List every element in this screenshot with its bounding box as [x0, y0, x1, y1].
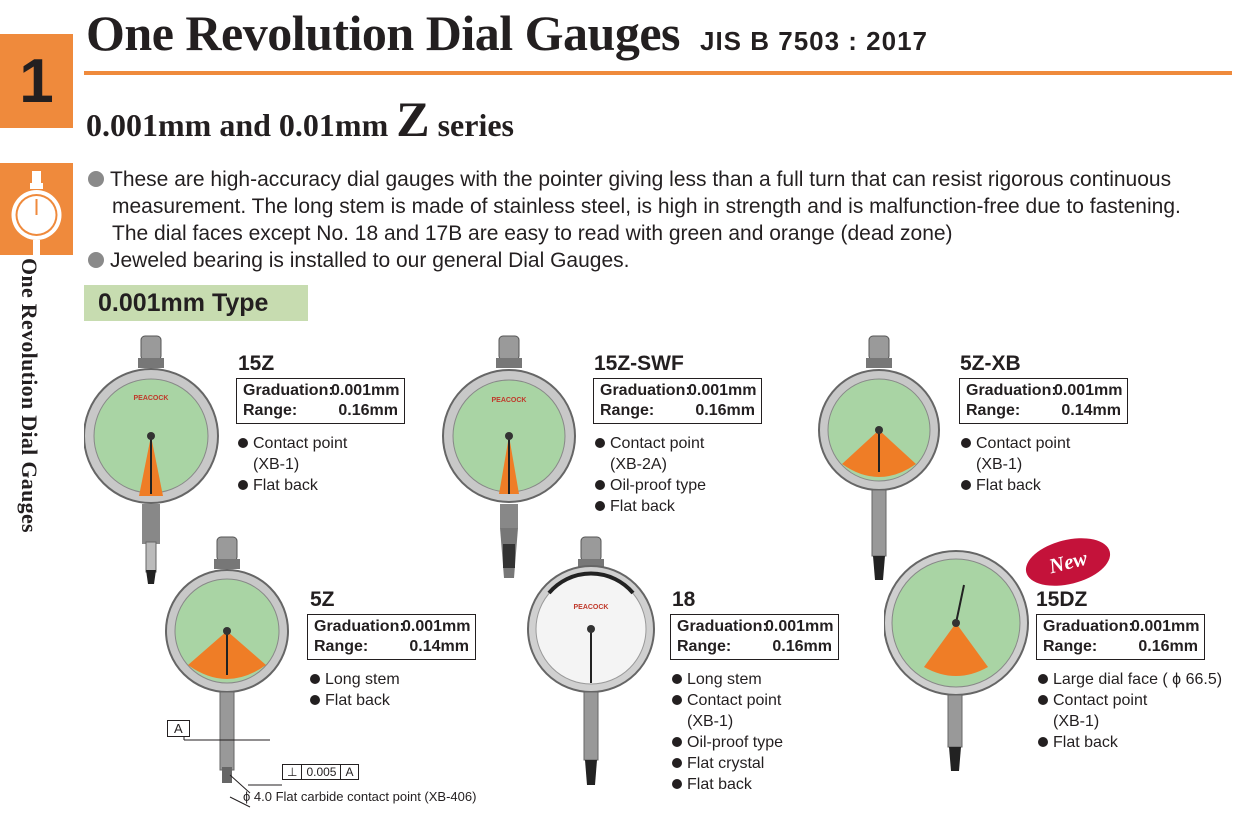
features-15Z: Contact point (XB-1) Flat back — [238, 433, 347, 496]
bullet-icon — [672, 779, 682, 789]
model-5Z-XB: 5Z-XB — [960, 352, 1021, 375]
gauge-image-15Z: PEACOCK — [84, 335, 219, 584]
features-5Z-XB: Contact point (XB-1) Flat back — [961, 433, 1070, 496]
spec-box-18: Graduation: 0.001mm Range: 0.16mm — [670, 614, 839, 660]
description: These are high-accuracy dial gauges with… — [86, 166, 1236, 274]
model-15Z-SWF: 15Z-SWF — [594, 352, 684, 375]
model-15DZ: 15DZ — [1036, 588, 1088, 611]
tolerance-frame: ⊥ 0.005 A — [282, 764, 359, 780]
bullet-icon — [595, 501, 605, 511]
bullet-icon — [672, 674, 682, 684]
bullet-icon — [238, 438, 248, 448]
standard-code: JIS B 7503 : 2017 — [699, 26, 929, 56]
gauge-image-5Z-XB — [818, 335, 940, 580]
spec-box-5Z: Graduation: 0.001mm Range: 0.14mm — [307, 614, 476, 660]
model-15Z: 15Z — [238, 352, 275, 375]
bullet-icon — [672, 758, 682, 768]
page-title: One Revolution Dial Gauges JIS B 7503 : 2… — [86, 5, 929, 61]
type-heading: 0.001mm Type — [84, 285, 308, 321]
features-18: Long stem Contact point (XB-1) Oil-proof… — [672, 669, 783, 795]
bullet-icon — [961, 438, 971, 448]
spec-box-15Z: Graduation: 0.001mm Range: 0.16mm — [236, 378, 405, 424]
spec-box-5Z-XB: Graduation: 0.001mm Range: 0.14mm — [959, 378, 1128, 424]
section-number-tab: 1 — [0, 34, 73, 128]
features-5Z: Long stem Flat back — [310, 669, 400, 711]
side-title: One Revolution Dial Gauges — [17, 258, 42, 533]
svg-text:PEACOCK: PEACOCK — [133, 395, 168, 402]
svg-text:PEACOCK: PEACOCK — [573, 604, 608, 611]
datum-label: A — [167, 720, 190, 737]
page-subtitle: 0.001mm and 0.01mm Z series — [86, 91, 514, 147]
spec-box-15Z-SWF: Graduation: 0.001mm Range: 0.16mm — [593, 378, 762, 424]
title-divider — [84, 71, 1232, 75]
model-5Z: 5Z — [310, 588, 335, 611]
bullet-icon — [672, 695, 682, 705]
bullet-icon — [1038, 695, 1048, 705]
bullet-icon — [961, 480, 971, 490]
model-18: 18 — [672, 588, 696, 611]
dial-gauge-icon — [0, 163, 73, 255]
bullet-icon — [1038, 737, 1048, 747]
gauge-image-5Z — [165, 536, 289, 783]
bullet-icon — [88, 252, 104, 268]
contact-point-note: ϕ 4.0 Flat carbide contact point (XB-406… — [243, 789, 477, 804]
gauge-image-18: PEACOCK — [527, 536, 655, 785]
bullet-icon — [310, 695, 320, 705]
bullet-icon — [238, 480, 248, 490]
spec-box-15DZ: Graduation: 0.001mm Range: 0.16mm — [1036, 614, 1205, 660]
bullet-icon — [88, 171, 104, 187]
gauge-image-15DZ — [884, 550, 1029, 771]
new-badge: New — [1025, 538, 1111, 586]
svg-text:PEACOCK: PEACOCK — [491, 397, 526, 404]
bullet-icon — [310, 674, 320, 684]
bullet-icon — [595, 438, 605, 448]
features-15Z-SWF: Contact point (XB-2A) Oil-proof type Fla… — [595, 433, 706, 517]
features-15DZ: Large dial face ( ϕ 66.5) Contact point … — [1038, 669, 1222, 753]
bullet-icon — [1038, 674, 1048, 684]
gauge-image-15Z-SWF: PEACOCK — [442, 335, 576, 578]
bullet-icon — [672, 737, 682, 747]
bullet-icon — [595, 480, 605, 490]
